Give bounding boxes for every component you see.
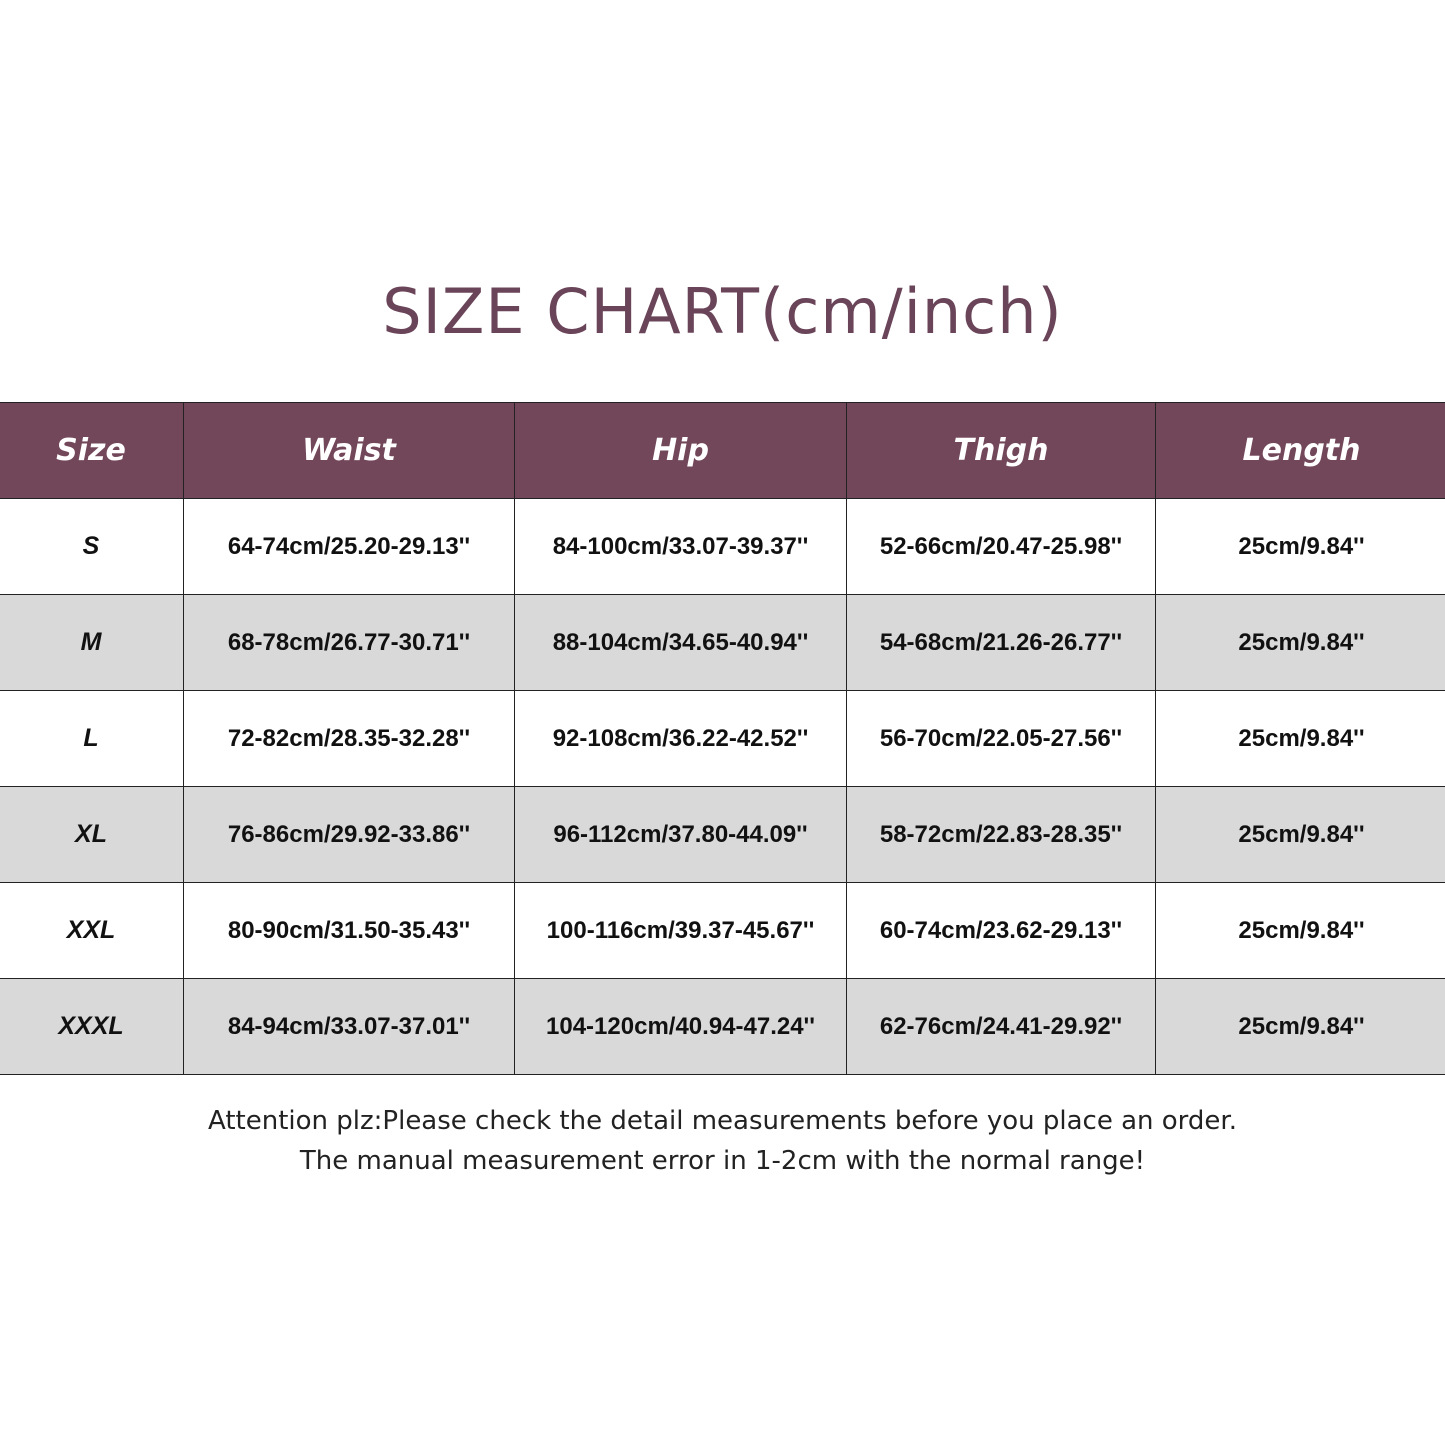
cell-hip: 88-104cm/34.65-40.94'': [514, 594, 847, 691]
header-size: Size: [0, 402, 184, 499]
note-line-2: The manual measurement error in 1-2cm wi…: [299, 1146, 1146, 1176]
cell-thigh: 56-70cm/22.05-27.56'': [846, 690, 1156, 787]
header-hip: Hip: [514, 402, 847, 499]
cell-waist: 68-78cm/26.77-30.71'': [183, 594, 515, 691]
cell-hip: 84-100cm/33.07-39.37'': [514, 498, 847, 595]
cell-size: L: [0, 690, 184, 787]
cell-thigh: 58-72cm/22.83-28.35'': [846, 786, 1156, 883]
header-thigh: Thigh: [846, 402, 1156, 499]
cell-size: M: [0, 594, 184, 691]
cell-length: 25cm/9.84'': [1155, 882, 1445, 979]
size-chart-title: SIZE CHART(cm/inch): [382, 275, 1063, 348]
cell-size: S: [0, 498, 184, 595]
header-length: Length: [1155, 402, 1445, 499]
table-row: L 72-82cm/28.35-32.28'' 92-108cm/36.22-42.…: [0, 690, 1445, 787]
cell-size: XL: [0, 786, 184, 883]
cell-length: 25cm/9.84'': [1155, 690, 1445, 787]
header-waist: Waist: [183, 402, 515, 499]
attention-note: Attention plz:Please check the detail me…: [0, 1101, 1445, 1181]
cell-size: XXXL: [0, 978, 184, 1075]
cell-length: 25cm/9.84'': [1155, 594, 1445, 691]
cell-thigh: 62-76cm/24.41-29.92'': [846, 978, 1156, 1075]
table-row: XXXL 84-94cm/33.07-37.01'' 104-120cm/40.94…: [0, 978, 1445, 1075]
cell-thigh: 52-66cm/20.47-25.98'': [846, 498, 1156, 595]
cell-size: XXL: [0, 882, 184, 979]
table-row: S 64-74cm/25.20-29.13'' 84-100cm/33.07-39.…: [0, 498, 1445, 595]
cell-waist: 80-90cm/31.50-35.43'': [183, 882, 515, 979]
size-table: Size Waist Hip Thigh Length S 64-74cm/25.…: [0, 402, 1445, 1075]
cell-hip: 92-108cm/36.22-42.52'': [514, 690, 847, 787]
cell-length: 25cm/9.84'': [1155, 786, 1445, 883]
cell-waist: 72-82cm/28.35-32.28'': [183, 690, 515, 787]
cell-thigh: 54-68cm/21.26-26.77'': [846, 594, 1156, 691]
cell-length: 25cm/9.84'': [1155, 498, 1445, 595]
header-row: Size Waist Hip Thigh Length: [0, 402, 1445, 499]
cell-hip: 104-120cm/40.94-47.24'': [514, 978, 847, 1075]
cell-length: 25cm/9.84'': [1155, 978, 1445, 1075]
cell-thigh: 60-74cm/23.62-29.13'': [846, 882, 1156, 979]
table-row: XXL 80-90cm/31.50-35.43'' 100-116cm/39.37-…: [0, 882, 1445, 979]
cell-waist: 64-74cm/25.20-29.13'': [183, 498, 515, 595]
cell-hip: 100-116cm/39.37-45.67'': [514, 882, 847, 979]
table-row: XL 76-86cm/29.92-33.86'' 96-112cm/37.80-44…: [0, 786, 1445, 883]
cell-hip: 96-112cm/37.80-44.09'': [514, 786, 847, 883]
cell-waist: 76-86cm/29.92-33.86'': [183, 786, 515, 883]
table-row: M 68-78cm/26.77-30.71'' 88-104cm/34.65-40.…: [0, 594, 1445, 691]
cell-waist: 84-94cm/33.07-37.01'': [183, 978, 515, 1075]
note-line-1: Attention plz:Please check the detail me…: [208, 1106, 1237, 1136]
